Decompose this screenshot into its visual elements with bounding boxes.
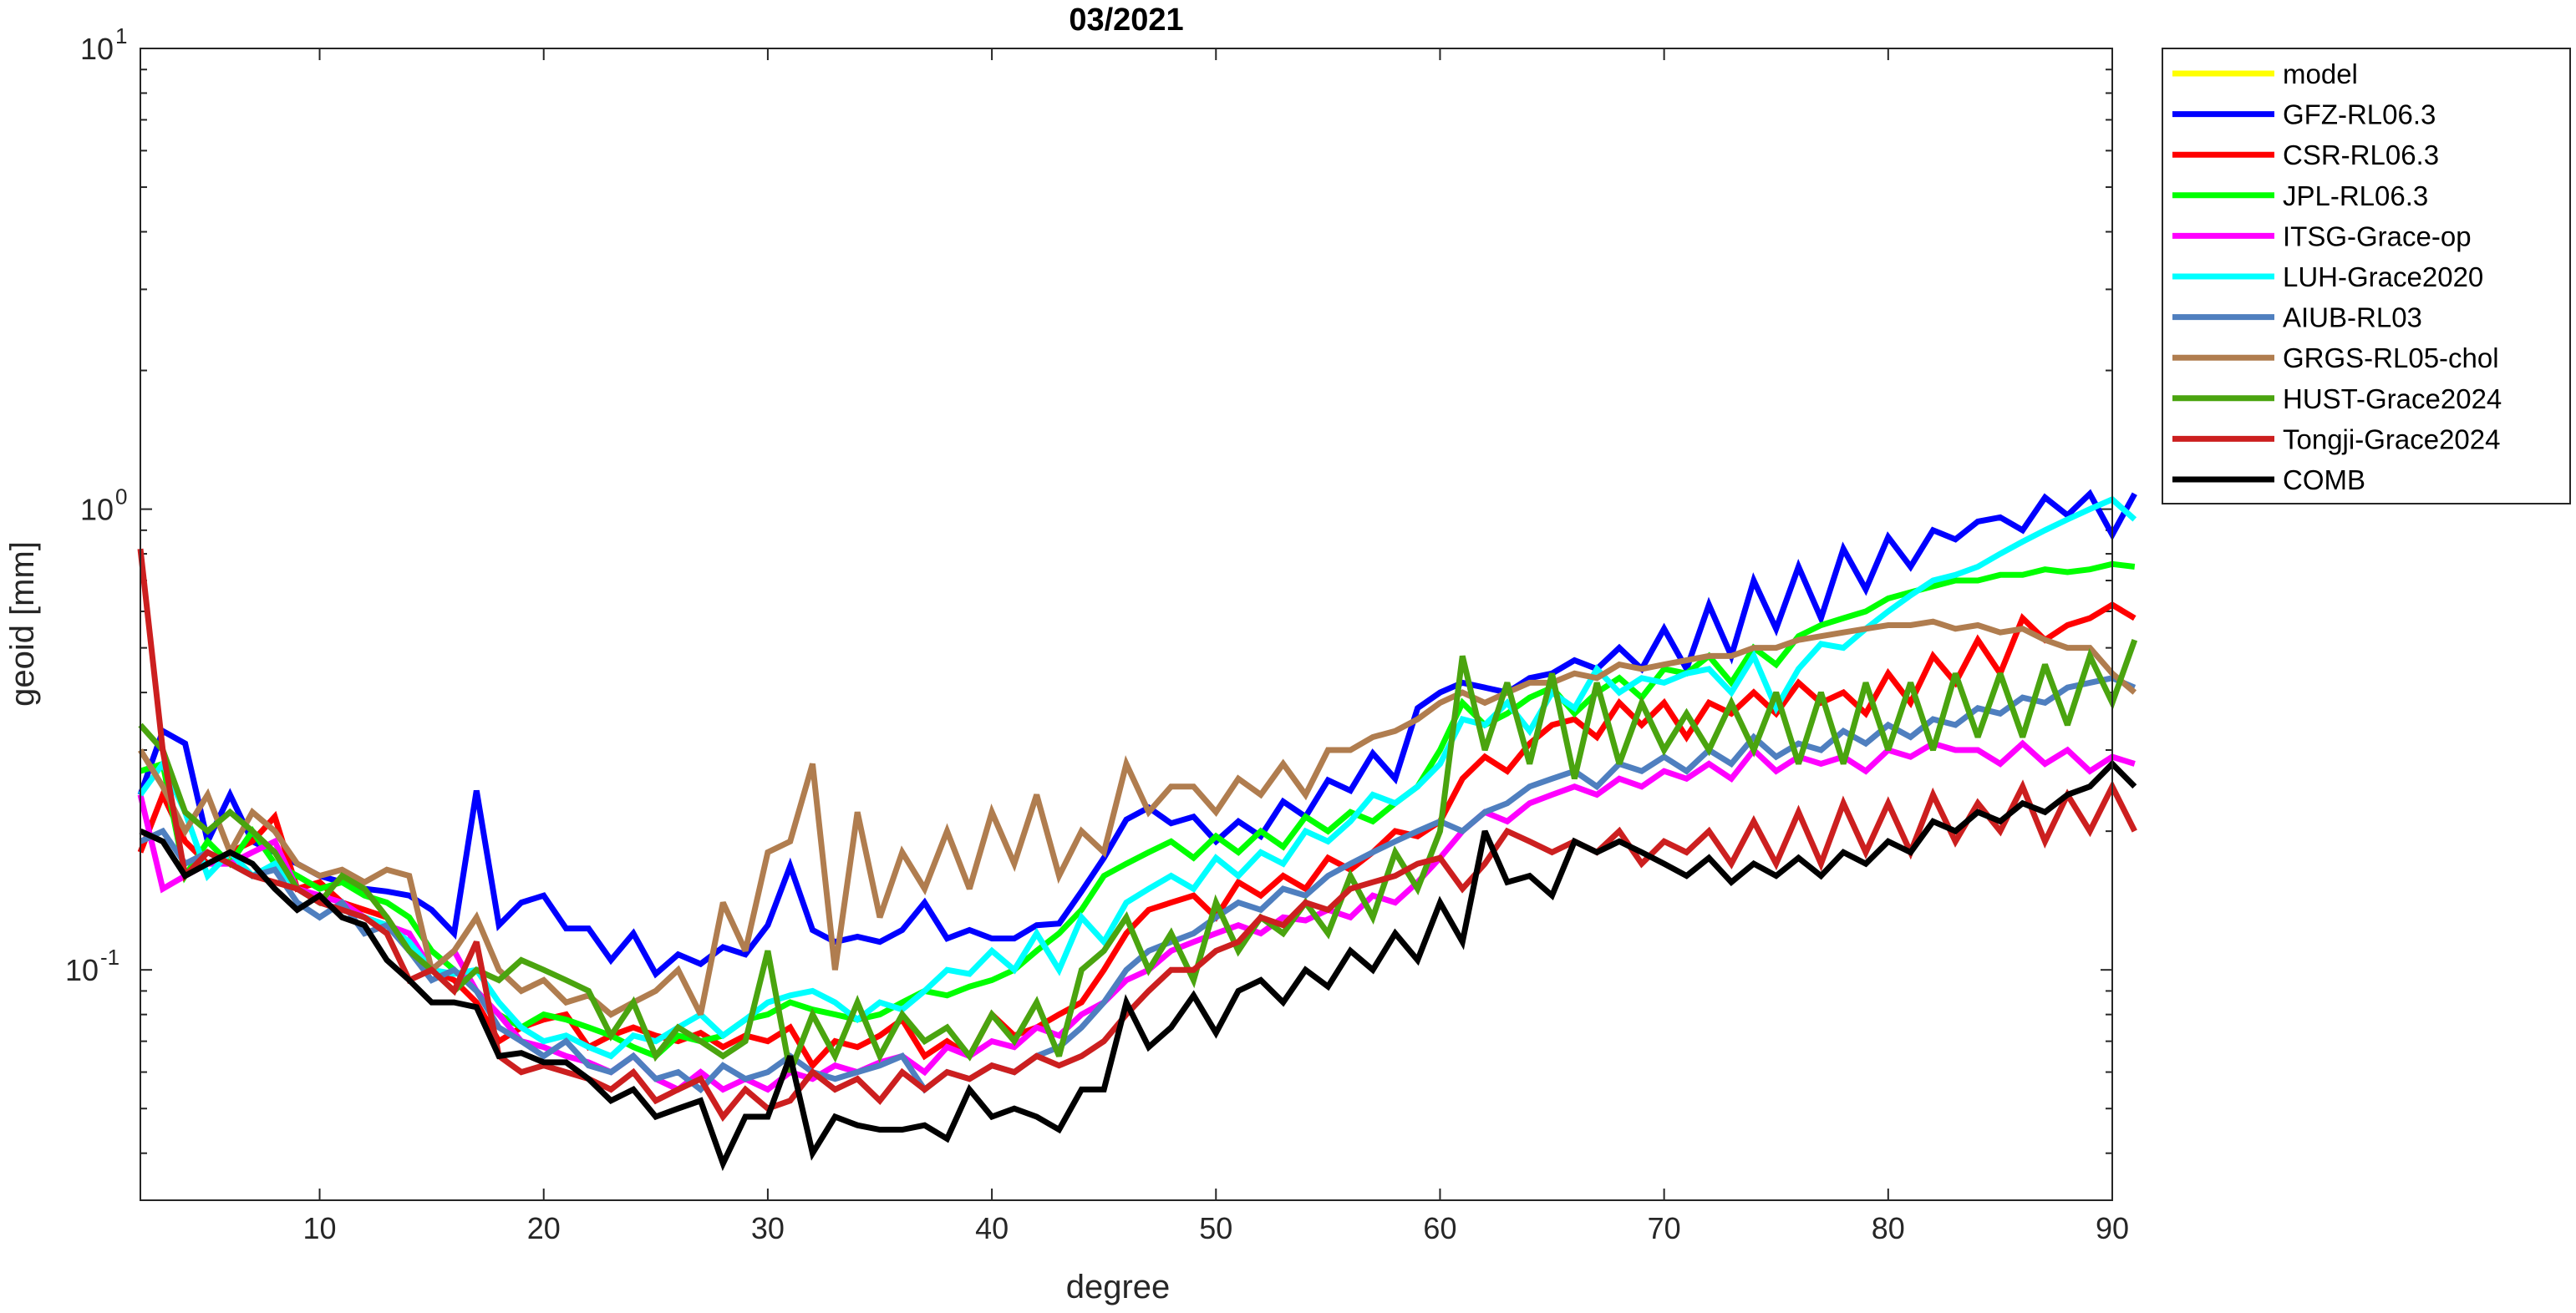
y-tick-label-exponent: 0 — [115, 484, 127, 509]
x-tick-label: 20 — [527, 1211, 561, 1245]
legend-label: ITSG-Grace-op — [2283, 221, 2472, 251]
legend-label: HUST-Grace2024 — [2283, 383, 2502, 414]
series-line-csr-rl06-3 — [137, 601, 2137, 1071]
x-tick-label: 80 — [1872, 1211, 1905, 1245]
legend-item: ITSG-Grace-op — [2172, 221, 2472, 251]
legend-label: GFZ-RL06.3 — [2283, 99, 2436, 130]
y-tick-label: 10 1 — [80, 23, 128, 66]
legend-label: JPL-RL06.3 — [2283, 180, 2428, 211]
x-tick-label: 70 — [1648, 1211, 1681, 1245]
y-tick-label: 10 0 — [80, 484, 128, 527]
series-line-grgs-rl05-chol — [138, 618, 2137, 1018]
plot-frame — [140, 48, 2113, 1201]
legend-label: model — [2283, 58, 2358, 89]
legend-label: AIUB-RL03 — [2283, 302, 2422, 333]
legend-item: AIUB-RL03 — [2172, 302, 2422, 333]
legend-item: HUST-Grace2024 — [2172, 383, 2502, 414]
y-tick-label: 10 -1 — [65, 945, 119, 987]
series-layer — [137, 489, 2138, 1172]
x-tick-label: 30 — [751, 1211, 785, 1245]
legend-item: GRGS-RL05-chol — [2172, 342, 2499, 373]
legend-item: GFZ-RL06.3 — [2172, 99, 2436, 130]
legend-label: LUH-Grace2020 — [2283, 261, 2483, 292]
legend: model GFZ-RL06.3 CSR-RL06.3 JPL-RL06.3 ITSG-… — [2162, 48, 2571, 504]
legend-item: model — [2172, 58, 2358, 89]
series-line-hust-grace2024 — [138, 639, 2138, 1073]
x-axis-label: degree — [1066, 1269, 1171, 1305]
chart-title: 03/2021 — [1069, 3, 1183, 38]
legend-label: GRGS-RL05-chol — [2283, 342, 2499, 373]
y-tick-label-base: 10 — [65, 953, 99, 987]
x-tick-label: 10 — [303, 1211, 337, 1245]
y-tick-label-base: 10 — [80, 32, 114, 66]
legend-label: COMB — [2283, 464, 2365, 495]
x-tick-label: 60 — [1423, 1211, 1456, 1245]
y-tick-label-base: 10 — [80, 493, 114, 527]
y-axis-label: geoid [mm] — [4, 541, 41, 707]
legend-item: CSR-RL06.3 — [2172, 139, 2439, 170]
y-tick-label-exponent: 1 — [115, 23, 127, 48]
legend-item: Tongji-Grace2024 — [2172, 423, 2501, 454]
y-tick-label-exponent: -1 — [100, 945, 119, 970]
legend-item: LUH-Grace2020 — [2172, 261, 2483, 292]
x-tick-label: 90 — [2096, 1211, 2129, 1245]
series-line-gfz-rl06-3 — [137, 489, 2137, 979]
legend-item: JPL-RL06.3 — [2172, 180, 2428, 211]
legend-label: Tongji-Grace2024 — [2283, 423, 2501, 454]
legend-item: COMB — [2172, 464, 2365, 495]
series-line-comb — [139, 759, 2137, 1172]
x-tick-label: 50 — [1199, 1211, 1232, 1245]
legend-label: CSR-RL06.3 — [2283, 139, 2439, 170]
series-line-tongji-grace2024 — [137, 548, 2137, 1123]
x-tick-label: 40 — [975, 1211, 1009, 1245]
